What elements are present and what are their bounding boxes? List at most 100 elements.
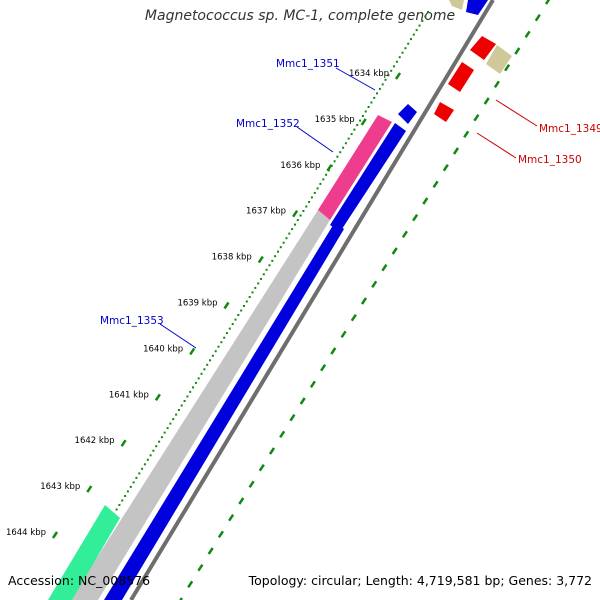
ruler-tick-label: 1638 kbp: [212, 253, 252, 263]
inner-tick: [412, 214, 419, 222]
ruler-dot: [177, 409, 180, 411]
ruler-dot: [251, 291, 254, 294]
ruler-dot: [155, 445, 158, 448]
ruler-tick-label: 1640 kbp: [143, 344, 183, 354]
gene-label-mmc1-1352[interactable]: Mmc1_1352: [236, 118, 300, 130]
gene-label-mmc1-1349[interactable]: Mmc1_1349: [539, 123, 600, 135]
ruler-dot: [333, 160, 336, 163]
ruler-major-tick: [120, 439, 127, 447]
inner-tick: [238, 497, 245, 505]
ruler-dot: [121, 499, 124, 502]
ruler-dot: [126, 490, 129, 493]
khaki-cds-feature-1[interactable]: [486, 45, 512, 74]
ruler-dot: [265, 268, 268, 271]
ruler-dot: [169, 422, 172, 425]
ruler-dot: [214, 350, 217, 353]
red-cds-feature-3[interactable]: [434, 102, 454, 122]
leader-mmc1-1352: [296, 126, 334, 153]
ruler-major-tick: [223, 301, 230, 310]
inner-tick: [452, 147, 460, 155]
ruler-dot: [404, 47, 407, 50]
ruler-dot: [248, 296, 251, 298]
ruler-dot: [143, 463, 146, 466]
inner-tick: [248, 480, 255, 488]
ruler-dot: [313, 191, 316, 194]
ruler-dot: [228, 327, 231, 330]
ruler-dot: [353, 128, 356, 131]
inner-tick: [350, 314, 357, 322]
ruler-dot: [124, 495, 127, 497]
pink-cds-feature[interactable]: [318, 115, 392, 220]
inner-tick: [504, 64, 511, 72]
ruler-dot: [322, 178, 325, 181]
ruler-tick-label: 1636 kbp: [280, 161, 320, 171]
map-title: Magnetococcus sp. MC-1, complete genome: [144, 8, 456, 24]
ruler-dot: [424, 15, 427, 18]
ruler-dot: [427, 11, 429, 13]
ruler-dot: [245, 300, 248, 303]
ruler-dot: [192, 386, 194, 389]
green-cds-feature[interactable]: [48, 505, 120, 600]
ruler-tick-label: 1639 kbp: [177, 299, 217, 309]
inner-tick: [381, 264, 388, 272]
ruler-dot: [359, 119, 362, 122]
ruler-dot: [367, 106, 370, 108]
ruler-dot: [141, 467, 144, 470]
ruler-dot: [325, 173, 328, 176]
blue-cds-feature-top[interactable]: [466, 0, 488, 15]
ruler-dot: [220, 341, 223, 344]
ruler-dot: [279, 246, 282, 249]
ruler-dot: [160, 436, 163, 439]
blue-cds-feature-large[interactable]: [104, 222, 344, 600]
ruler-dot: [282, 241, 285, 244]
ruler-dot: [336, 155, 339, 158]
ruler-dot: [274, 255, 277, 258]
red-cds-feature-2[interactable]: [448, 62, 474, 92]
blue-cds-arrow-small[interactable]: [398, 104, 417, 124]
ruler-major-tick: [292, 210, 299, 218]
gene-label-mmc1-1350[interactable]: Mmc1_1350: [518, 154, 582, 166]
inner-tick: [534, 14, 541, 22]
inner-tick: [217, 530, 224, 538]
ruler-dot: [310, 196, 313, 199]
ruler-dot: [158, 440, 161, 443]
ruler-dot: [370, 101, 373, 104]
ruler-tick-label: 1635 kbp: [315, 115, 355, 125]
ruler-dots: [59, 11, 429, 600]
ruler-dot: [319, 182, 322, 185]
ruler-dot: [189, 390, 192, 393]
ruler-dot: [135, 476, 138, 479]
ruler-dot: [209, 359, 211, 362]
khaki-cds-feature-top[interactable]: [449, 0, 464, 10]
ruler-dot: [395, 60, 398, 63]
ruler-dot: [342, 146, 345, 149]
ruler-dot: [257, 282, 260, 285]
ruler-dot: [132, 481, 135, 484]
ruler-dot: [226, 332, 228, 335]
ruler-dot: [294, 223, 296, 226]
gene-label-mmc1-1351[interactable]: Mmc1_1351: [276, 58, 340, 70]
ruler-dot: [381, 83, 384, 86]
blue-cds-feature-upper[interactable]: [330, 123, 406, 232]
inner-tick: [391, 247, 398, 255]
ruler-major-tick: [257, 255, 264, 264]
ruler-dot: [305, 205, 308, 208]
leader-mmc1-1350: [476, 132, 517, 159]
ruler-major-tick: [326, 164, 333, 172]
inner-tick: [187, 580, 194, 588]
ruler-dot: [260, 277, 262, 280]
ruler-tick-labels: 1634 kbp 1635 kbp 1636 kbp 1637 kbp 1638 kbp…: [6, 69, 389, 538]
ruler-dot: [401, 51, 404, 54]
ruler-dot: [217, 345, 220, 348]
ruler-dot: [163, 431, 166, 434]
ruler-major-tick: [86, 485, 93, 493]
leader-mmc1-1353: [159, 323, 197, 349]
gene-label-mmc1-1353[interactable]: Mmc1_1353: [100, 315, 164, 327]
ruler-dot: [410, 38, 412, 41]
ruler-dot: [115, 508, 118, 511]
gray-cds-band[interactable]: [70, 210, 330, 600]
red-cds-feature-1[interactable]: [470, 36, 496, 60]
ruler-dot: [197, 377, 200, 380]
ruler-dot: [299, 214, 302, 217]
